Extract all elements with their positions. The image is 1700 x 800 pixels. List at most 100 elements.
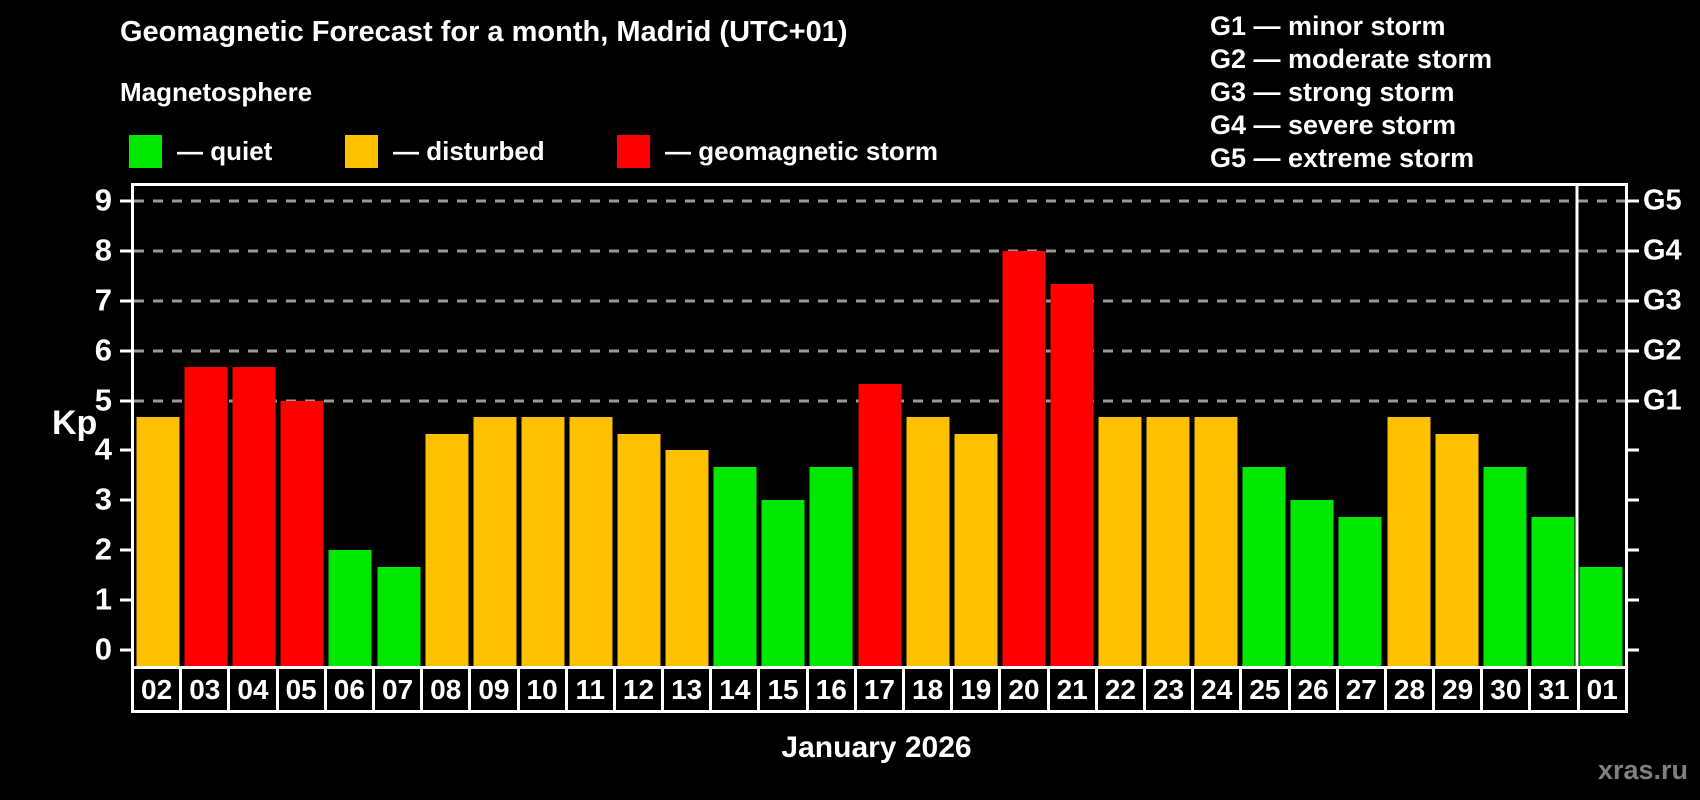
bar-day-19 bbox=[954, 433, 998, 666]
day-label-14: 14 bbox=[712, 669, 761, 710]
legend-item-disturbed: — disturbed bbox=[345, 132, 545, 170]
gridline-kp-6 bbox=[134, 349, 1625, 353]
y-left-tick-label-9: 9 bbox=[94, 182, 112, 218]
bar-day-05 bbox=[280, 400, 324, 666]
bar-day-01 bbox=[1579, 566, 1623, 666]
legend-label-quiet: — quiet bbox=[177, 135, 273, 166]
bar-day-18 bbox=[906, 417, 950, 666]
g-scale-legend: G1 — minor storm G2 — moderate storm G3 — … bbox=[1210, 10, 1492, 175]
day-label-11: 11 bbox=[568, 669, 616, 710]
bar-day-04 bbox=[232, 367, 276, 666]
day-label-07: 07 bbox=[375, 669, 424, 710]
day-label-02: 02 bbox=[134, 669, 183, 710]
bar-day-03 bbox=[184, 367, 228, 666]
bar-day-21 bbox=[1050, 284, 1094, 666]
bar-day-15 bbox=[761, 500, 805, 666]
y-right-tick-7 bbox=[1628, 299, 1639, 303]
day-label-24: 24 bbox=[1194, 669, 1243, 710]
day-label-21: 21 bbox=[1050, 669, 1098, 710]
y-right-tick-2 bbox=[1628, 548, 1639, 552]
g-legend-line-1: G1 — minor storm bbox=[1210, 11, 1446, 41]
legend-item-storm: — geomagnetic storm bbox=[617, 132, 938, 170]
gridline-kp-9 bbox=[134, 199, 1625, 203]
bar-day-10 bbox=[521, 417, 565, 666]
legend-label-storm: — geomagnetic storm bbox=[665, 135, 939, 166]
legend-item-quiet: — quiet bbox=[129, 132, 272, 170]
bar-day-23 bbox=[1146, 417, 1190, 666]
bar-day-11 bbox=[569, 417, 613, 666]
day-label-29: 29 bbox=[1435, 669, 1484, 710]
y-right-tick-0 bbox=[1628, 648, 1639, 652]
day-label-05: 05 bbox=[279, 669, 327, 710]
bar-day-26 bbox=[1290, 500, 1334, 666]
y-left-tick-label-2: 2 bbox=[94, 531, 112, 567]
g-legend-line-3: G3 — strong storm bbox=[1210, 77, 1455, 107]
bar-day-16 bbox=[809, 466, 853, 666]
y-left-tick-2 bbox=[120, 548, 131, 552]
y-left-tick-label-4: 4 bbox=[94, 431, 112, 467]
day-label-18: 18 bbox=[905, 669, 954, 710]
y-right-tick-1 bbox=[1628, 598, 1639, 602]
y-right-label-G5: G5 bbox=[1643, 184, 1682, 217]
watermark: xras.ru bbox=[1597, 755, 1688, 785]
day-label-26: 26 bbox=[1291, 669, 1339, 710]
y-right-label-G4: G4 bbox=[1643, 234, 1682, 267]
day-label-19: 19 bbox=[953, 669, 1002, 710]
y-right-tick-4 bbox=[1628, 448, 1639, 452]
y-left-tick-label-0: 0 bbox=[94, 631, 112, 667]
month-separator-line bbox=[1575, 186, 1579, 666]
y-left-tick-8 bbox=[120, 249, 131, 253]
y-left-tick-6 bbox=[120, 349, 131, 353]
y-right-tick-3 bbox=[1628, 498, 1639, 502]
y-left-tick-label-7: 7 bbox=[94, 282, 112, 318]
day-label-10: 10 bbox=[520, 669, 568, 710]
legend-swatch-quiet bbox=[129, 134, 162, 168]
bar-day-09 bbox=[473, 417, 517, 666]
day-label-25: 25 bbox=[1242, 669, 1291, 710]
y-left-tick-label-6: 6 bbox=[94, 331, 112, 367]
bar-day-12 bbox=[617, 433, 661, 666]
day-label-09: 09 bbox=[471, 669, 520, 710]
y-left-tick-label-3: 3 bbox=[94, 481, 112, 517]
bar-day-13 bbox=[665, 450, 709, 666]
legend-swatch-storm bbox=[617, 134, 650, 168]
bar-day-08 bbox=[425, 433, 469, 666]
bar-day-27 bbox=[1338, 516, 1382, 666]
bar-day-24 bbox=[1194, 417, 1238, 666]
y-right-label-G3: G3 bbox=[1643, 284, 1682, 317]
day-label-08: 08 bbox=[423, 669, 472, 710]
day-label-27: 27 bbox=[1339, 669, 1387, 710]
bar-day-29 bbox=[1435, 433, 1479, 666]
y-left-tick-7 bbox=[120, 299, 131, 303]
bar-day-25 bbox=[1242, 466, 1286, 666]
day-label-15: 15 bbox=[760, 669, 809, 710]
y-left-tick-label-5: 5 bbox=[94, 381, 112, 417]
legend-label-disturbed: — disturbed bbox=[393, 135, 545, 166]
bar-day-02 bbox=[136, 417, 180, 666]
bar-day-31 bbox=[1531, 516, 1575, 666]
y-right-tick-5 bbox=[1628, 399, 1639, 403]
y-right-tick-8 bbox=[1628, 249, 1639, 253]
bar-day-20 bbox=[1002, 250, 1046, 666]
day-label-31: 31 bbox=[1531, 669, 1580, 710]
x-axis-title: January 2026 bbox=[781, 731, 972, 764]
bar-day-17 bbox=[858, 384, 901, 666]
bar-day-07 bbox=[377, 566, 421, 666]
day-label-04: 04 bbox=[230, 669, 279, 710]
y-right-tick-6 bbox=[1628, 349, 1639, 353]
page-title: Geomagnetic Forecast for a month, Madrid… bbox=[120, 16, 848, 48]
day-label-22: 22 bbox=[1098, 669, 1146, 710]
y-left-tick-9 bbox=[120, 199, 131, 203]
chart-subtitle: Magnetosphere bbox=[120, 77, 313, 107]
y-left-tick-label-1: 1 bbox=[94, 581, 112, 617]
day-label-28: 28 bbox=[1387, 669, 1436, 710]
bar-day-06 bbox=[328, 550, 372, 666]
y-left-tick-1 bbox=[120, 598, 131, 602]
day-label-20: 20 bbox=[1001, 669, 1050, 710]
y-right-label-G1: G1 bbox=[1643, 384, 1682, 417]
gridline-kp-7 bbox=[134, 299, 1625, 303]
y-left-tick-4 bbox=[120, 448, 131, 452]
legend-swatch-disturbed bbox=[345, 134, 378, 168]
y-left-tick-3 bbox=[120, 498, 131, 502]
y-right-tick-9 bbox=[1628, 199, 1639, 203]
